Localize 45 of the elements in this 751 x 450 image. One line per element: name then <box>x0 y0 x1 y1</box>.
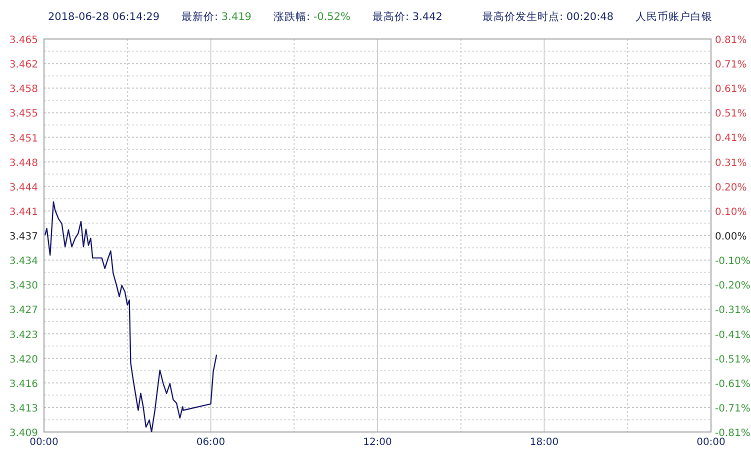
y2-tick-label: 0.81% <box>715 35 747 46</box>
y-tick-label: 3.462 <box>9 60 38 71</box>
y2-tick-label: 0.00% <box>715 232 747 242</box>
y-tick-label: 3.465 <box>9 35 38 46</box>
x-tick-label: 18:00 <box>530 437 559 448</box>
y-tick-label: 3.444 <box>9 182 38 194</box>
x-tick-label: 06:00 <box>196 437 226 448</box>
y-tick-label: 3.437 <box>9 232 38 242</box>
y2-tick-label: 0.31% <box>715 158 747 169</box>
y2-tick-label: -0.51% <box>715 354 750 366</box>
text: 涨跌幅: -0.52% <box>273 11 351 23</box>
y-tick-label: 3.448 <box>9 158 38 169</box>
y-tick-label: 3.455 <box>9 108 38 120</box>
x-tick-label: 00:00 <box>30 437 58 448</box>
y2-tick-label: -0.71% <box>715 403 750 414</box>
y2-tick-label: -0.10% <box>715 256 750 268</box>
y-tick-label: 3.427 <box>9 305 38 316</box>
y2-tick-label: 0.51% <box>715 108 747 120</box>
y-tick-label: 3.430 <box>9 280 38 292</box>
y2-tick-label: 0.10% <box>715 206 747 218</box>
y-tick-label: 3.420 <box>9 354 38 366</box>
text: 最高价发生时点: 00:20:48 <box>482 10 614 23</box>
text: 2018-06-28 06:14:29 <box>48 11 160 23</box>
y2-tick-label: -0.41% <box>715 330 750 341</box>
y-tick-label: 3.434 <box>9 256 38 268</box>
chart-title: 人民币账户白银 <box>636 10 713 23</box>
x-tick-label: 12:00 <box>363 437 392 448</box>
text: 最高价: 3.442 <box>372 10 442 23</box>
y2-tick-label: 0.20% <box>715 182 747 194</box>
y2-tick-label: -0.31% <box>715 305 750 316</box>
y-tick-label: 3.423 <box>9 330 38 341</box>
y2-tick-label: 0.41% <box>715 133 747 144</box>
y-tick-label: 3.413 <box>9 403 38 414</box>
y-tick-label: 3.416 <box>9 378 38 390</box>
y-tick-label: 3.441 <box>9 206 38 218</box>
y2-tick-label: -0.61% <box>715 378 750 390</box>
y-tick-label: 3.458 <box>9 84 38 96</box>
y-tick-label: 3.451 <box>9 133 38 144</box>
x-tick-label: 00:00 <box>696 437 726 448</box>
y2-tick-label: -0.81% <box>715 428 750 439</box>
y2-tick-label: -0.20% <box>715 280 750 292</box>
y-tick-label: 3.409 <box>9 428 38 439</box>
text: 最新价: 3.419 <box>182 10 252 23</box>
y2-tick-label: 0.71% <box>715 60 747 71</box>
y2-tick-label: 0.61% <box>715 84 747 96</box>
